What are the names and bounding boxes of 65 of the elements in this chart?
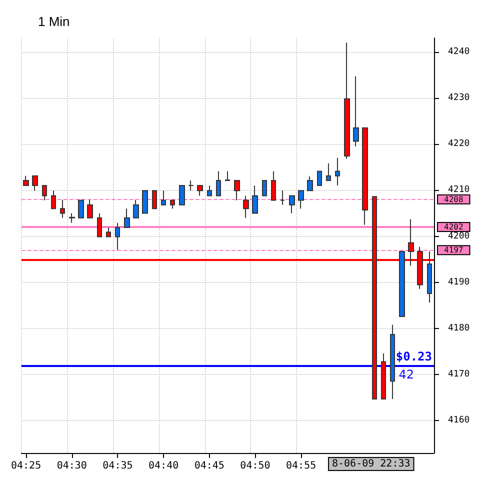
candlestick xyxy=(326,162,331,181)
candlestick xyxy=(280,190,285,206)
y-tick-label: 4220 xyxy=(448,139,470,150)
ref-line-label: 4202 xyxy=(444,222,464,232)
candlestick xyxy=(207,185,212,196)
candlestick xyxy=(390,324,395,400)
y-tick-label: 4200 xyxy=(448,231,470,242)
candlestick xyxy=(115,222,120,251)
candlestick xyxy=(317,170,322,186)
candlestick xyxy=(362,127,368,226)
candlestick xyxy=(381,352,386,400)
candlestick xyxy=(234,180,240,201)
ref-line-label: 4197 xyxy=(444,246,464,255)
annotation: 42 xyxy=(398,367,414,382)
candlestick xyxy=(197,185,203,196)
candlestick xyxy=(427,250,432,304)
candlestick xyxy=(60,199,65,218)
y-tick-label: 4160 xyxy=(448,416,470,426)
candlestick xyxy=(307,176,313,192)
x-tick-label: 04:40 xyxy=(148,460,179,472)
y-tick-label: 4210 xyxy=(448,185,470,196)
y-tick-label: 4190 xyxy=(448,277,470,288)
y-tick-label: 4180 xyxy=(448,324,470,334)
candlestick xyxy=(69,212,75,224)
candlestick xyxy=(23,175,29,186)
candlestick xyxy=(344,42,350,160)
x-tick-label: 04:55 xyxy=(286,460,316,472)
candlestick xyxy=(161,190,166,206)
candlestick xyxy=(353,76,359,147)
x-tick-label: 04:35 xyxy=(102,460,133,472)
candlestick xyxy=(252,185,258,214)
candlestick xyxy=(32,175,38,192)
candlestick xyxy=(262,180,267,196)
candlestick xyxy=(78,200,84,218)
candlestick xyxy=(152,190,157,210)
annotation: $0.23 xyxy=(396,349,432,364)
candlestick xyxy=(243,195,249,218)
x-tick-label: 04:30 xyxy=(56,460,87,472)
candlestick xyxy=(289,195,295,214)
candlestick xyxy=(179,185,185,206)
x-tick-label: 04:50 xyxy=(240,460,270,472)
candlestick xyxy=(225,170,230,181)
candlestick xyxy=(271,170,276,201)
y-tick-label: 4170 xyxy=(448,370,470,380)
candlestick xyxy=(335,157,340,186)
candlestick xyxy=(106,227,111,238)
candlestick xyxy=(399,250,405,318)
candlestick xyxy=(87,199,93,218)
y-tick-label: 4230 xyxy=(448,92,470,103)
candlestick xyxy=(133,199,139,218)
text: 8-06-09 22:33 xyxy=(332,458,410,470)
ref-line-label: 4208 xyxy=(444,194,464,204)
candlestick xyxy=(216,170,221,196)
candlestick xyxy=(298,190,304,210)
candlestick xyxy=(97,212,102,238)
candlestick xyxy=(124,208,130,228)
candlestick xyxy=(170,200,175,210)
x-tick-label: 04:45 xyxy=(194,460,224,472)
y-tick-label: 4240 xyxy=(448,46,470,57)
chart-title: 1 Min xyxy=(38,14,70,29)
x-tick-label: 04:25 xyxy=(10,460,42,472)
candlestick xyxy=(51,190,56,210)
candlestick xyxy=(142,190,148,214)
candlestick xyxy=(188,180,194,192)
candlestick xyxy=(42,185,47,201)
